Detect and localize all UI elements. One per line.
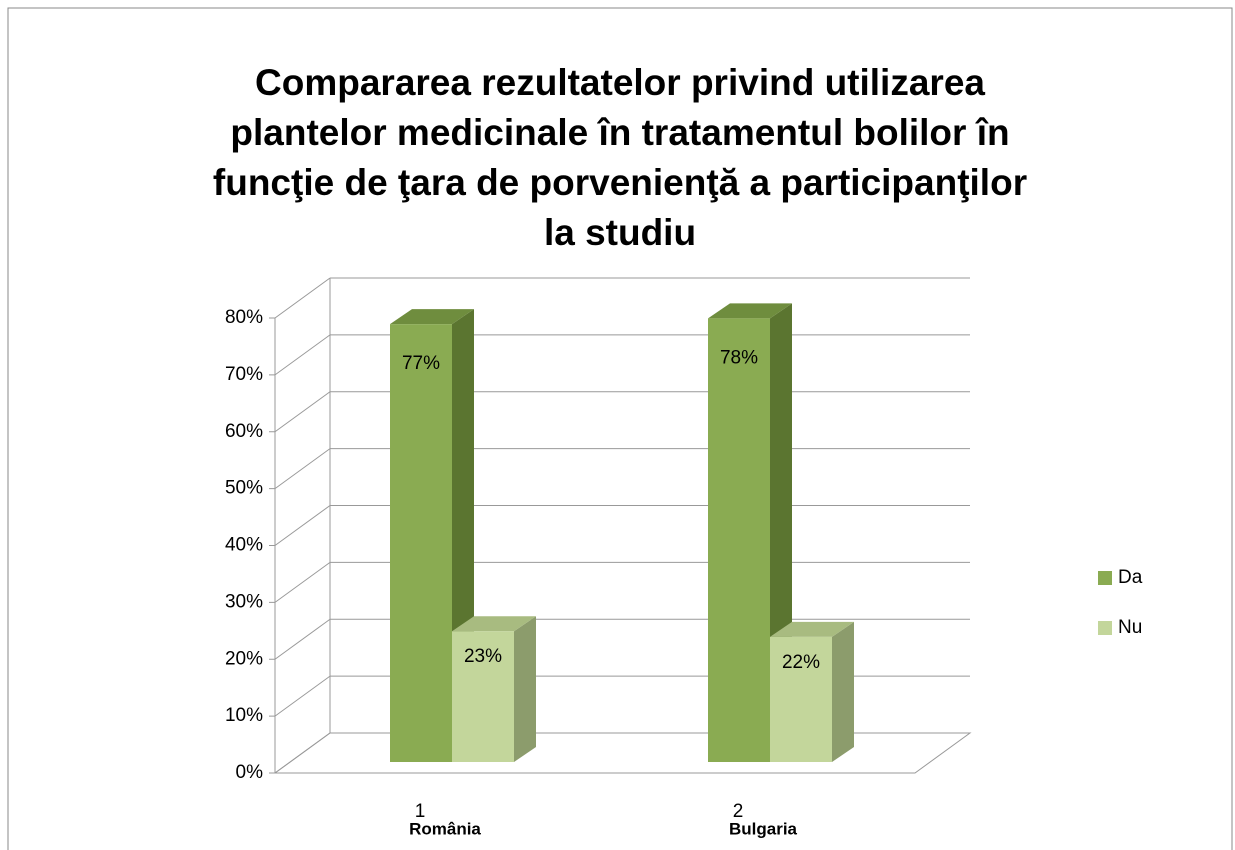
y-tick-label: 50% [225,478,263,499]
legend-swatch [1098,571,1112,585]
data-label: 23% [464,646,502,667]
y-tick-label: 40% [225,535,263,556]
grid-line [274,675,331,717]
chart-title: funcţie de ţara de porvenienţă a partici… [213,162,1027,203]
bar-front [770,636,832,762]
grid-line [274,277,331,319]
grid-line [274,618,331,660]
bar-top [452,616,536,632]
bar-top [390,309,474,325]
category-name: Bulgaria [729,819,798,838]
bar-front [390,324,452,762]
chart-title: Compararea rezultatelor privind utilizar… [255,62,985,103]
legend-label: Nu [1118,617,1142,638]
y-tick-label: 0% [236,762,264,783]
legend-label: Da [1118,567,1143,588]
chart-frame [7,7,1233,850]
grid-line [274,448,331,490]
data-label: 22% [782,652,820,673]
y-tick-label: 80% [225,307,263,328]
bar-top [708,303,792,319]
bar-front [452,631,514,762]
y-tick-label: 30% [225,591,263,612]
grid-line [274,561,331,603]
bar [452,616,536,762]
bar-front [708,318,770,762]
x-tick-label: 2 [733,801,744,822]
bar-top [770,621,854,637]
bar-side [832,621,854,762]
data-label: 77% [402,353,440,374]
bar [770,621,854,762]
chart-title: plantelor medicinale în tratamentul boli… [230,112,1009,153]
grid-line [274,505,331,546]
grid-line [274,334,331,376]
y-tick-label: 20% [225,648,263,669]
grid-line [274,732,331,774]
y-tick-label: 10% [225,705,263,726]
grid-line [274,391,331,433]
bar-side [514,616,536,762]
legend-swatch [1098,621,1112,635]
floor [273,732,972,774]
y-tick-label: 70% [225,364,263,385]
chart-title: la studiu [544,212,696,253]
data-label: 78% [720,347,758,368]
y-tick-label: 60% [225,421,263,442]
category-name: România [409,819,481,838]
x-tick-label: 1 [415,801,426,822]
